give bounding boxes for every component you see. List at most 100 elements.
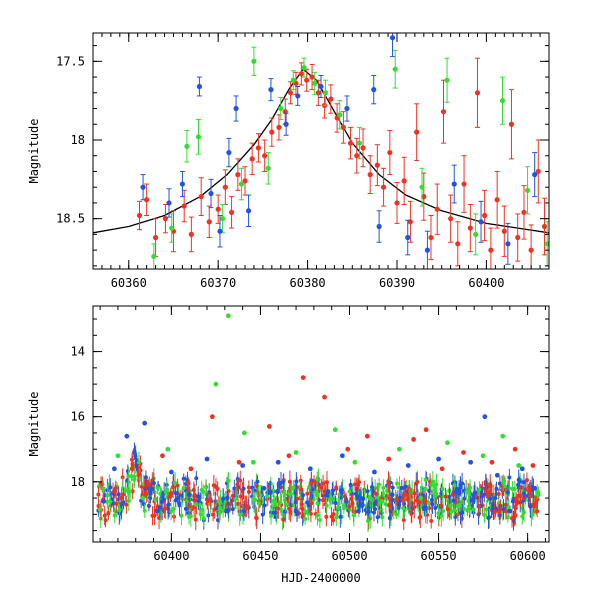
x-tick-label: 60390 xyxy=(379,276,415,290)
data-point xyxy=(157,505,162,510)
data-point xyxy=(185,477,190,482)
data-point xyxy=(372,469,377,475)
data-point xyxy=(355,494,360,499)
plot-area-full xyxy=(96,313,541,533)
data-point xyxy=(130,461,135,466)
data-point xyxy=(334,485,339,490)
data-point xyxy=(460,481,465,486)
data-point xyxy=(293,500,298,505)
data-point xyxy=(324,514,329,519)
data-point xyxy=(160,453,165,459)
data-point xyxy=(429,519,434,524)
data-point xyxy=(451,498,456,503)
data-point xyxy=(204,456,210,462)
data-point xyxy=(478,219,484,225)
data-point xyxy=(186,481,191,486)
data-point xyxy=(150,513,155,518)
data-point xyxy=(298,71,304,77)
data-point xyxy=(344,105,350,112)
data-point xyxy=(195,134,202,140)
data-point xyxy=(440,109,447,115)
data-point xyxy=(151,480,156,485)
data-point xyxy=(154,508,160,514)
data-point xyxy=(206,219,212,225)
data-point xyxy=(181,476,186,481)
data-point xyxy=(217,506,222,511)
data-point xyxy=(281,480,286,485)
data-point xyxy=(165,446,171,452)
data-point xyxy=(169,509,174,514)
x-tick-label: 60370 xyxy=(200,276,236,290)
data-point xyxy=(105,493,110,498)
data-point xyxy=(276,506,281,511)
data-point xyxy=(315,477,320,482)
data-point xyxy=(374,162,380,168)
data-point xyxy=(224,508,229,514)
data-point xyxy=(198,194,204,200)
data-point xyxy=(386,479,391,484)
data-point xyxy=(506,505,511,510)
data-point xyxy=(286,453,292,459)
data-point xyxy=(307,485,312,490)
data-point xyxy=(394,512,399,517)
data-point xyxy=(166,502,171,507)
data-point xyxy=(252,488,257,493)
data-point xyxy=(116,492,121,497)
data-point xyxy=(524,478,529,483)
data-point xyxy=(351,513,356,518)
data-point xyxy=(142,420,148,426)
data-point xyxy=(171,506,176,511)
data-point xyxy=(249,156,255,162)
data-point xyxy=(482,513,487,518)
data-point xyxy=(473,231,479,237)
data-point xyxy=(333,501,338,506)
data-point xyxy=(484,488,489,493)
data-point xyxy=(395,497,400,502)
data-point xyxy=(530,512,535,517)
data-point xyxy=(414,129,420,135)
data-point xyxy=(507,475,512,480)
data-point xyxy=(510,516,515,521)
data-point xyxy=(201,489,206,494)
data-point xyxy=(341,506,346,511)
data-point xyxy=(386,456,392,462)
data-point xyxy=(401,178,407,184)
data-point xyxy=(318,83,324,90)
data-point xyxy=(300,506,305,511)
data-point xyxy=(338,514,343,519)
data-point xyxy=(535,168,541,175)
data-point xyxy=(464,489,470,494)
plot-clip-group xyxy=(96,313,541,533)
data-point xyxy=(427,488,432,493)
data-point xyxy=(452,483,457,488)
data-point xyxy=(269,514,274,519)
data-point xyxy=(215,486,220,491)
data-point xyxy=(203,485,208,490)
data-point xyxy=(480,453,486,459)
data-point xyxy=(309,74,315,80)
data-point xyxy=(342,494,347,499)
data-point xyxy=(483,480,488,485)
data-point xyxy=(503,509,508,514)
data-point xyxy=(401,506,406,511)
data-point xyxy=(521,491,526,496)
data-point xyxy=(376,223,382,230)
data-point xyxy=(412,505,417,510)
data-point xyxy=(445,507,450,512)
data-point xyxy=(461,181,467,187)
data-point xyxy=(472,490,477,495)
data-point xyxy=(325,493,330,498)
data-point xyxy=(188,231,194,237)
data-point xyxy=(411,437,417,442)
data-point xyxy=(524,187,531,193)
data-point xyxy=(328,496,333,501)
data-point xyxy=(528,504,533,509)
data-point xyxy=(250,459,256,465)
x-tick-label: 60600 xyxy=(510,549,546,563)
data-point xyxy=(423,499,428,504)
plot-clip-group xyxy=(93,33,549,269)
data-point xyxy=(240,463,246,468)
y-tick-label: 18.5 xyxy=(56,212,85,226)
data-point xyxy=(293,450,299,455)
data-point xyxy=(319,485,324,490)
